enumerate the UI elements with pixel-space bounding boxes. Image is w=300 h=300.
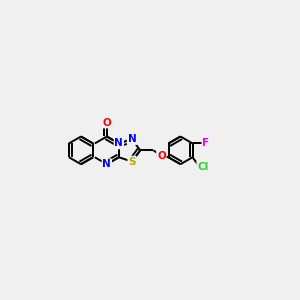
Text: N: N <box>103 159 111 169</box>
Text: N: N <box>115 138 123 148</box>
Text: N: N <box>128 134 136 144</box>
Text: O: O <box>103 118 111 128</box>
Text: S: S <box>128 157 136 166</box>
Text: F: F <box>202 138 209 148</box>
Text: Cl: Cl <box>197 162 208 172</box>
Text: O: O <box>157 151 166 160</box>
